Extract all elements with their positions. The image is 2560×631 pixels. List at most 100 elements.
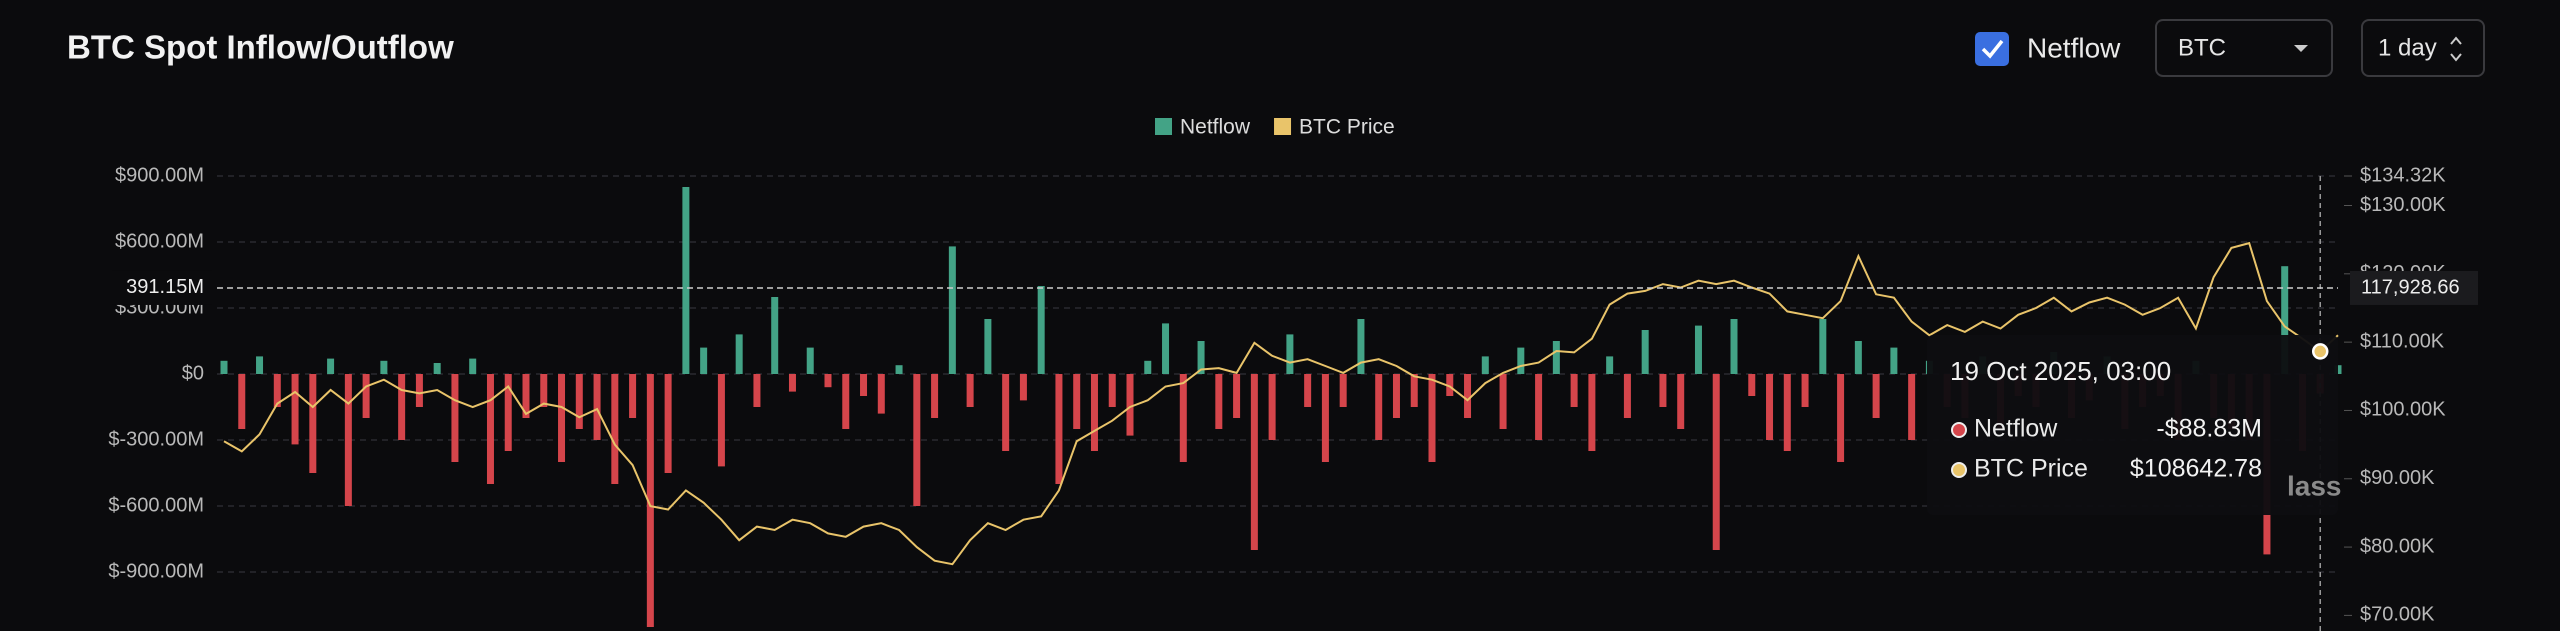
netflow-bar bbox=[1162, 323, 1170, 374]
netflow-bar bbox=[1837, 374, 1845, 462]
netflow-bar bbox=[1730, 319, 1738, 374]
netflow-bar bbox=[948, 246, 956, 374]
crosshair-y2-label: 117,928.66 bbox=[2361, 276, 2460, 298]
hover-point bbox=[2311, 343, 2329, 360]
y2-tick-label: $130.00K bbox=[2360, 194, 2446, 216]
interval-select[interactable] bbox=[2361, 19, 2485, 77]
netflow-bar bbox=[735, 334, 743, 374]
legend-label: BTC Price bbox=[1299, 116, 1395, 139]
y-tick-label: $600.00M bbox=[115, 230, 204, 252]
y-tick-label: $900.00M bbox=[115, 164, 204, 186]
netflow-bar bbox=[380, 360, 388, 374]
netflow-bar bbox=[415, 374, 423, 407]
netflow-bar bbox=[984, 319, 992, 374]
netflow-bar bbox=[753, 374, 761, 407]
netflow-bar bbox=[1748, 374, 1756, 396]
netflow-bar bbox=[1819, 319, 1827, 374]
netflow-bar bbox=[273, 374, 281, 407]
netflow-bar bbox=[877, 374, 885, 414]
netflow-bar bbox=[238, 374, 246, 429]
select-arrows bbox=[2450, 36, 2462, 62]
y2-tick-label: $70.00K bbox=[2360, 604, 2435, 626]
netflow-bar bbox=[1606, 356, 1614, 374]
netflow-bar bbox=[1641, 330, 1649, 374]
netflow-bar bbox=[682, 187, 690, 374]
checkmark bbox=[1981, 39, 2004, 59]
netflow-bar bbox=[1144, 360, 1152, 374]
tooltip-title: 19 Oct 2025, 03:00 bbox=[1950, 356, 2171, 386]
checkbox[interactable] bbox=[1975, 32, 2009, 66]
tooltip-value: -$88.83M bbox=[2156, 415, 2262, 443]
y-tick-label: $-900.00M bbox=[108, 560, 204, 582]
netflow-bar bbox=[1801, 374, 1809, 407]
netflow-bar bbox=[1268, 374, 1276, 440]
netflow-bar bbox=[1197, 341, 1205, 374]
netflow-bar bbox=[895, 365, 903, 374]
netflow-bar bbox=[717, 374, 725, 467]
netflow-bar bbox=[1659, 374, 1667, 407]
netflow-bar bbox=[1552, 341, 1560, 374]
y-tick-label: $-300.00M bbox=[108, 428, 204, 450]
netflow-bar bbox=[1712, 374, 1720, 550]
tooltip-name: BTC Price bbox=[1974, 455, 2088, 483]
dropdown-caret bbox=[2294, 45, 2308, 52]
netflow-bar bbox=[1588, 374, 1596, 451]
netflow-bar bbox=[1464, 374, 1472, 418]
netflow-bar bbox=[1623, 374, 1631, 418]
netflow-bar bbox=[1339, 374, 1347, 407]
netflow-bar bbox=[646, 374, 654, 627]
y2-tick-label: $134.32K bbox=[2360, 164, 2446, 186]
netflow-bar bbox=[540, 374, 548, 407]
netflow-bar bbox=[788, 374, 796, 392]
netflow-bar bbox=[1019, 374, 1027, 401]
netflow-bar bbox=[1392, 374, 1400, 418]
netflow-bar bbox=[842, 374, 850, 429]
chart-title: BTC Spot Inflow/Outflow bbox=[67, 29, 454, 66]
tooltip-dot bbox=[1951, 462, 1967, 478]
netflow-bar bbox=[1055, 374, 1063, 484]
y2-tick-label: $80.00K bbox=[2360, 535, 2435, 557]
asset-value: BTC bbox=[2178, 34, 2226, 61]
netflow-bar bbox=[1677, 374, 1685, 429]
checkbox-label[interactable]: Netflow bbox=[2027, 32, 2121, 63]
crosshair-y-label: 391.15M bbox=[126, 276, 204, 298]
y2-tick-label: $100.00K bbox=[2360, 399, 2446, 421]
asset-dropdown[interactable] bbox=[2155, 19, 2333, 77]
netflow-bar bbox=[1321, 374, 1329, 462]
netflow-bar bbox=[1890, 347, 1898, 374]
netflow-bar bbox=[806, 347, 814, 374]
y-tick-label: $-600.00M bbox=[108, 494, 204, 516]
netflow-bar bbox=[256, 356, 264, 374]
netflow-bar bbox=[558, 374, 566, 462]
netflow-bar bbox=[575, 374, 583, 429]
y-tick-label: $0 bbox=[182, 362, 204, 384]
netflow-bar bbox=[966, 374, 974, 407]
netflow-bar bbox=[1304, 374, 1312, 407]
crosshair-y-box bbox=[112, 270, 212, 305]
tooltip-box bbox=[1927, 335, 2338, 515]
netflow-bar bbox=[504, 374, 512, 451]
netflow-bar bbox=[1499, 374, 1507, 429]
netflow-bar bbox=[1375, 374, 1383, 440]
netflow-bar bbox=[522, 374, 530, 418]
tooltip-value: $108642.78 bbox=[2130, 455, 2262, 483]
netflow-bar bbox=[1250, 374, 1258, 550]
netflow-bar bbox=[1517, 347, 1525, 374]
netflow-bar bbox=[860, 374, 868, 396]
netflow-bar bbox=[1126, 374, 1134, 436]
netflow-bar bbox=[1908, 374, 1916, 440]
netflow-bar bbox=[309, 374, 317, 473]
crosshair-y2-box bbox=[2350, 270, 2478, 305]
netflow-bar bbox=[1179, 374, 1187, 462]
netflow-bar bbox=[1694, 325, 1702, 374]
legend-label: Netflow bbox=[1180, 116, 1251, 139]
netflow-bar bbox=[593, 374, 601, 440]
netflow-bar bbox=[1481, 356, 1489, 374]
netflow-bar bbox=[1766, 374, 1774, 440]
netflow-bar bbox=[1090, 374, 1098, 451]
netflow-bar bbox=[1233, 374, 1241, 418]
netflow-bar bbox=[1215, 374, 1223, 429]
netflow-bar bbox=[611, 374, 619, 484]
y2-tick-label: $110.00K bbox=[2360, 330, 2445, 352]
